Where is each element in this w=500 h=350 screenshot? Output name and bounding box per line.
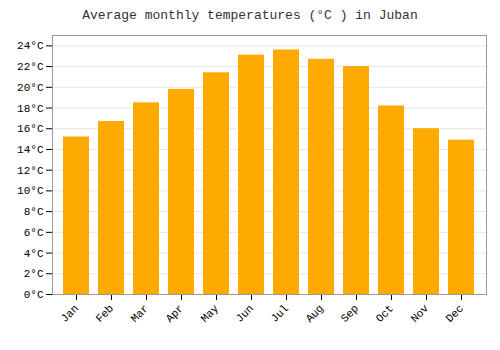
svg-text:Jun: Jun — [234, 302, 256, 324]
svg-text:4°C: 4°C — [24, 248, 44, 260]
svg-text:Sep: Sep — [339, 302, 361, 324]
svg-text:16°C: 16°C — [17, 123, 44, 135]
svg-text:Apr: Apr — [164, 302, 186, 324]
svg-text:24°C: 24°C — [17, 40, 44, 52]
html-text:Average monthly temperatures (: Average monthly temperatures (°C ) in Ju… — [82, 8, 418, 23]
svg-text:Mar: Mar — [129, 302, 151, 324]
svg-text:10°C: 10°C — [17, 185, 44, 197]
svg-text:12°C: 12°C — [17, 165, 44, 177]
svg-text:Dec: Dec — [444, 302, 466, 324]
svg-text:22°C: 22°C — [17, 61, 44, 73]
svg-text:Jul: Jul — [269, 302, 291, 324]
svg-text:20°C: 20°C — [17, 82, 44, 94]
svg-text:0°C: 0°C — [24, 289, 44, 301]
svg-text:2°C: 2°C — [24, 268, 44, 280]
svg-text:Jan: Jan — [59, 302, 81, 324]
svg-text:6°C: 6°C — [24, 227, 44, 239]
svg-text:18°C: 18°C — [17, 103, 44, 115]
svg-text:8°C: 8°C — [24, 206, 44, 218]
svg-text:Feb: Feb — [94, 302, 116, 324]
svg-text:Aug: Aug — [304, 302, 326, 324]
svg-text:May: May — [199, 302, 222, 325]
svg-text:Nov: Nov — [409, 302, 432, 325]
svg-text:14°C: 14°C — [17, 144, 44, 156]
svg-text:Oct: Oct — [374, 302, 396, 324]
